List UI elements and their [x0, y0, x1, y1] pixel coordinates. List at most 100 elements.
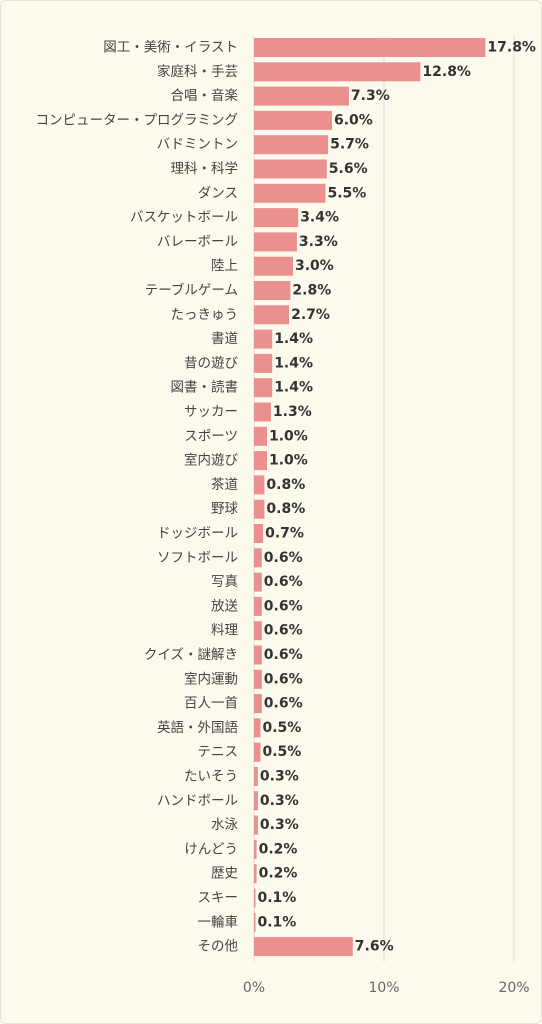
- bar-22: [254, 572, 262, 592]
- value-label-25: 0.6%: [264, 647, 303, 663]
- x-tick-label-2: 20%: [498, 980, 529, 996]
- bar-21: [254, 548, 262, 568]
- bar-12: [254, 329, 273, 349]
- bar-1: [254, 62, 421, 82]
- value-label-26: 0.6%: [264, 671, 303, 687]
- value-label-18: 0.8%: [266, 477, 305, 493]
- category-label-11: たっきゅう: [171, 307, 239, 323]
- bar-10: [254, 281, 291, 300]
- value-label-9: 3.0%: [295, 258, 334, 274]
- value-label-12: 1.4%: [274, 331, 313, 347]
- value-label-33: 0.2%: [259, 841, 298, 857]
- value-label-23: 0.6%: [264, 598, 303, 614]
- category-label-20: ドッジボール: [157, 526, 238, 542]
- bar-2: [254, 86, 349, 106]
- value-label-1: 12.8%: [422, 64, 471, 80]
- value-label-35: 0.1%: [258, 890, 297, 906]
- category-label-10: テーブルゲーム: [145, 282, 238, 299]
- bar-33: [254, 839, 257, 859]
- value-label-28: 0.5%: [263, 720, 302, 736]
- value-label-22: 0.6%: [264, 574, 303, 590]
- bar-14: [254, 378, 273, 398]
- category-label-34: 歴史: [211, 866, 238, 882]
- bar-17: [254, 451, 267, 471]
- bar-4: [254, 135, 329, 155]
- bar-7: [254, 208, 299, 228]
- bar-26: [254, 669, 262, 689]
- value-label-14: 1.4%: [274, 380, 313, 396]
- bar-20: [254, 524, 264, 543]
- value-label-17: 1.0%: [269, 453, 308, 469]
- value-label-21: 0.6%: [264, 550, 303, 566]
- category-label-23: 放送: [211, 598, 238, 614]
- value-label-3: 6.0%: [334, 112, 373, 128]
- bar-0: [254, 38, 486, 57]
- category-label-32: 水泳: [211, 817, 238, 833]
- bar-32: [254, 815, 258, 835]
- value-label-5: 5.6%: [329, 161, 368, 177]
- category-label-3: コンピューター・プログラミング: [36, 112, 239, 128]
- value-label-27: 0.6%: [264, 696, 303, 712]
- bar-23: [254, 596, 262, 616]
- value-label-2: 7.3%: [351, 88, 390, 104]
- category-label-37: その他: [198, 939, 239, 955]
- bar-35: [254, 888, 256, 908]
- category-label-16: スポーツ: [184, 428, 238, 444]
- value-label-4: 5.7%: [330, 137, 369, 153]
- x-tick-label-0: 0%: [243, 980, 265, 996]
- bar-13: [254, 353, 273, 373]
- value-label-8: 3.3%: [299, 234, 338, 250]
- bar-15: [254, 402, 271, 422]
- value-label-19: 0.8%: [266, 501, 305, 517]
- category-label-36: 一輪車: [198, 913, 239, 930]
- category-label-15: サッカー: [184, 404, 238, 420]
- category-label-5: 理科・科学: [171, 161, 239, 177]
- value-label-36: 0.1%: [258, 914, 297, 930]
- category-label-21: ソフトボール: [157, 550, 238, 566]
- category-label-35: スキー: [198, 890, 239, 906]
- value-label-0: 17.8%: [487, 40, 536, 56]
- category-label-0: 図工・美術・イラスト: [103, 40, 238, 56]
- bar-34: [254, 864, 257, 884]
- category-label-4: バドミントン: [157, 137, 238, 153]
- value-label-34: 0.2%: [259, 866, 298, 882]
- category-label-9: 陸上: [211, 258, 238, 274]
- category-label-8: バレーボール: [157, 234, 238, 250]
- bar-24: [254, 621, 262, 641]
- category-label-1: 家庭科・手芸: [157, 63, 238, 80]
- category-label-14: 図書・読書: [171, 380, 239, 396]
- bar-27: [254, 694, 262, 714]
- value-label-29: 0.5%: [263, 744, 302, 760]
- bar-36: [254, 912, 256, 932]
- bar-28: [254, 718, 261, 738]
- bar-3: [254, 110, 332, 130]
- value-label-20: 0.7%: [265, 526, 304, 542]
- category-label-6: ダンス: [198, 185, 238, 201]
- bar-5: [254, 159, 327, 179]
- category-label-13: 昔の遊び: [184, 355, 238, 371]
- value-label-13: 1.4%: [274, 355, 313, 371]
- value-label-6: 5.5%: [328, 185, 367, 201]
- category-label-28: 英語・外国語: [157, 719, 238, 736]
- value-label-32: 0.3%: [260, 817, 299, 833]
- value-label-16: 1.0%: [269, 428, 308, 444]
- value-label-10: 2.8%: [292, 283, 331, 299]
- category-label-17: 室内遊び: [184, 452, 238, 469]
- category-label-24: 料理: [211, 623, 238, 639]
- bar-37: [254, 937, 353, 957]
- value-label-37: 7.6%: [355, 939, 394, 955]
- x-tick-label-1: 10%: [368, 980, 399, 996]
- value-label-7: 3.4%: [300, 210, 339, 226]
- bar-25: [254, 645, 262, 665]
- value-label-11: 2.7%: [291, 307, 330, 323]
- value-label-30: 0.3%: [260, 769, 299, 785]
- category-label-18: 茶道: [211, 477, 238, 493]
- category-label-29: テニス: [198, 744, 239, 760]
- category-label-30: たいそう: [184, 769, 238, 785]
- bar-16: [254, 426, 267, 446]
- value-label-15: 1.3%: [273, 404, 312, 420]
- category-label-7: バスケットボール: [130, 210, 238, 226]
- category-label-25: クイズ・謎解き: [144, 647, 238, 663]
- bar-30: [254, 767, 258, 786]
